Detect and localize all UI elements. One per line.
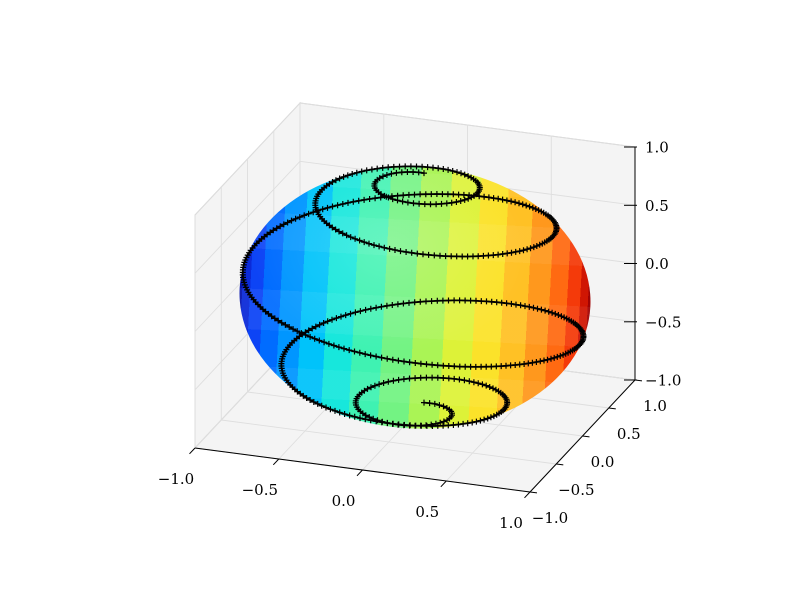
x-tick-label: −1.0 bbox=[158, 470, 194, 488]
grid-line-back bbox=[299, 102, 636, 148]
z-tick-label: 1.0 bbox=[645, 139, 669, 157]
z-tick-label: 0.0 bbox=[645, 255, 669, 273]
y-tick bbox=[608, 407, 616, 410]
x-tick-label: 0.5 bbox=[415, 503, 439, 521]
y-tick-label: 0.5 bbox=[617, 425, 641, 443]
y-tick bbox=[556, 463, 564, 466]
y-tick bbox=[582, 435, 590, 438]
y-tick-label: −1.0 bbox=[532, 509, 568, 527]
grid-line-left bbox=[194, 160, 301, 274]
y-tick-label: 1.0 bbox=[643, 397, 667, 415]
x-tick bbox=[189, 447, 196, 455]
tick-labels: −1.0−0.50.00.51.0 −1.0−0.50.00.51.0−1.0−0… bbox=[158, 139, 682, 533]
z-tick-label: 0.5 bbox=[645, 197, 669, 215]
spiral-curve bbox=[239, 163, 587, 429]
grid-line-left bbox=[194, 102, 301, 216]
z-tick-label: −1.0 bbox=[645, 372, 681, 390]
grid-line-floor bbox=[221, 419, 557, 465]
tick-marks bbox=[189, 146, 643, 499]
sphere-highlight bbox=[239, 166, 591, 429]
y-tick bbox=[529, 491, 538, 494]
spiral-plus-markers bbox=[239, 163, 587, 429]
y-tick-label: −0.5 bbox=[558, 481, 594, 499]
sphere-surface bbox=[239, 166, 591, 429]
x-tick bbox=[440, 480, 447, 488]
x-tick-label: −0.5 bbox=[242, 481, 278, 499]
x-tick-label: 1.0 bbox=[499, 514, 523, 532]
x-tick bbox=[524, 491, 531, 499]
y-tick-label: 0.0 bbox=[591, 453, 615, 471]
x-tick bbox=[356, 469, 363, 477]
z-tick-label: −0.5 bbox=[645, 313, 681, 331]
x-tick bbox=[272, 458, 280, 466]
x-tick-label: 0.0 bbox=[332, 492, 356, 510]
